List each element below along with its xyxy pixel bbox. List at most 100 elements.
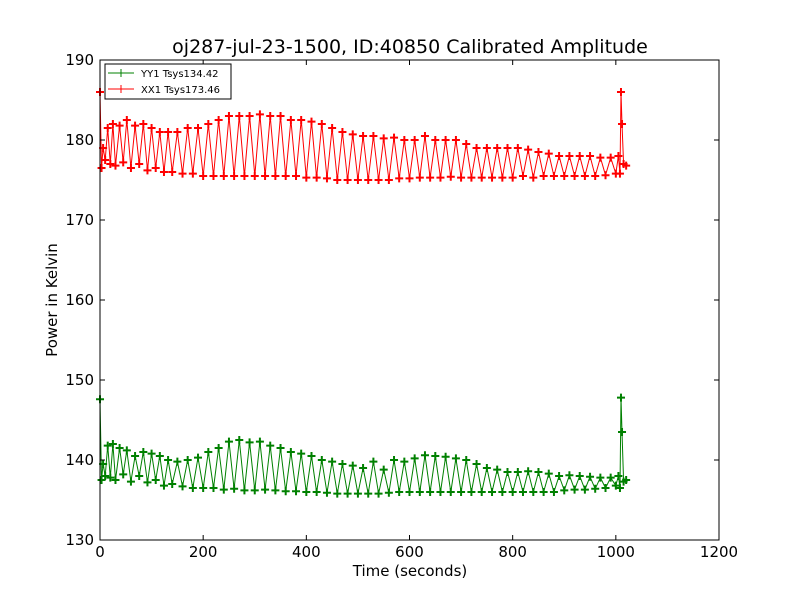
series-0-point-20 bbox=[164, 456, 173, 464]
series-0-point-42 bbox=[276, 444, 285, 452]
series-1-point-88 bbox=[513, 144, 522, 152]
legend-marker-0 bbox=[117, 69, 125, 77]
series-0-point-7 bbox=[111, 476, 120, 484]
series-1-point-44 bbox=[286, 116, 295, 124]
series-0-point-60 bbox=[369, 457, 378, 466]
series-1-point-32 bbox=[224, 112, 233, 120]
series-0-point-57 bbox=[353, 489, 362, 498]
series-1-point-81 bbox=[477, 173, 486, 182]
series-0-point-55 bbox=[343, 489, 352, 498]
series-1-point-62 bbox=[379, 134, 388, 143]
series-0-point-38 bbox=[255, 437, 264, 446]
series-1-point-28 bbox=[204, 120, 213, 128]
series-1-point-104 bbox=[596, 153, 605, 162]
series-1-point-8 bbox=[115, 121, 124, 130]
series-0-point-83 bbox=[488, 488, 497, 496]
chart-title: oj287-jul-23-1500, ID:40850 Calibrated A… bbox=[172, 36, 648, 58]
series-0-point-40 bbox=[266, 441, 275, 450]
series-0-point-36 bbox=[245, 438, 254, 447]
series-0-point-71 bbox=[426, 488, 435, 496]
series-0-point-86 bbox=[503, 468, 512, 476]
series-1-point-20 bbox=[164, 128, 173, 136]
series-1-point-71 bbox=[426, 173, 435, 182]
series-0-point-78 bbox=[462, 456, 471, 464]
series-0-point-10 bbox=[122, 446, 131, 455]
series-1-point-101 bbox=[580, 172, 589, 180]
series-1-point-27 bbox=[199, 172, 208, 180]
legend-marker-1 bbox=[117, 85, 125, 93]
series-0-point-105 bbox=[601, 484, 610, 492]
legend-entry-1: XX1 Tsys173.46 bbox=[108, 85, 220, 96]
series-0-point-111 bbox=[618, 428, 627, 436]
series-0-point-11 bbox=[126, 477, 135, 486]
series-0-point-63 bbox=[384, 488, 393, 497]
series-1-point-65 bbox=[395, 174, 404, 183]
series-0-point-67 bbox=[405, 488, 414, 496]
series-1-point-79 bbox=[467, 173, 476, 182]
series-0-point-26 bbox=[194, 453, 203, 462]
series-0-point-79 bbox=[467, 488, 476, 496]
series-1-point-90 bbox=[524, 145, 533, 154]
plot-area bbox=[100, 60, 719, 540]
series-0-point-44 bbox=[286, 448, 295, 456]
series-0-point-87 bbox=[508, 488, 517, 496]
series-0-point-31 bbox=[219, 485, 228, 494]
series-1-point-10 bbox=[122, 116, 131, 124]
series-1-point-17 bbox=[151, 164, 160, 172]
series-1-point-70 bbox=[420, 132, 429, 140]
series-1-point-45 bbox=[292, 172, 301, 180]
series-0-point-43 bbox=[281, 487, 290, 496]
series-1-point-30 bbox=[214, 116, 223, 124]
series-1-point-106 bbox=[606, 153, 615, 162]
series-0-point-12 bbox=[131, 452, 140, 460]
series-0-point-68 bbox=[410, 454, 419, 463]
y-tick-label-0: 130 bbox=[65, 531, 94, 549]
series-0-point-6 bbox=[108, 440, 117, 448]
series-0-point-88 bbox=[513, 468, 522, 476]
series-0-point-56 bbox=[348, 461, 357, 470]
series-0-point-48 bbox=[307, 452, 316, 460]
series-1-point-5 bbox=[106, 160, 115, 168]
series-1-point-103 bbox=[591, 172, 600, 180]
series-1-point-52 bbox=[328, 124, 337, 132]
series-0-point-106 bbox=[606, 473, 615, 482]
series-1-point-60 bbox=[369, 132, 378, 140]
series-1-point-91 bbox=[529, 173, 538, 182]
series-0-point-81 bbox=[477, 488, 486, 496]
series-1-point-35 bbox=[240, 172, 249, 180]
series-0-point-100 bbox=[575, 472, 584, 480]
series-0-point-76 bbox=[451, 454, 460, 463]
series-1-point-9 bbox=[119, 158, 128, 167]
series-1-point-22 bbox=[173, 128, 182, 136]
series-0-point-65 bbox=[395, 488, 404, 496]
series-1-point-18 bbox=[155, 128, 164, 136]
series-1 bbox=[96, 88, 631, 184]
y-tick-label-3: 160 bbox=[65, 291, 94, 309]
series-1-point-77 bbox=[457, 173, 466, 182]
y-tick-label-5: 180 bbox=[65, 131, 94, 149]
series-0-point-9 bbox=[119, 470, 128, 479]
series-1-point-100 bbox=[575, 152, 584, 160]
series-0-point-82 bbox=[482, 464, 491, 472]
legend-box bbox=[104, 63, 232, 100]
series-0-point-46 bbox=[297, 449, 306, 458]
series-1-point-85 bbox=[498, 173, 507, 182]
series-1-point-15 bbox=[143, 166, 152, 175]
x-tick-label-3: 600 bbox=[395, 543, 424, 561]
series-1-point-11 bbox=[126, 164, 135, 172]
series-1-point-33 bbox=[230, 172, 239, 180]
series-1-point-74 bbox=[441, 136, 450, 144]
series-0-point-47 bbox=[302, 488, 311, 496]
x-axis-label: Time (seconds) bbox=[352, 562, 468, 580]
series-0-point-18 bbox=[155, 452, 164, 460]
series-0-point-58 bbox=[359, 464, 368, 472]
series-1-point-98 bbox=[565, 152, 574, 160]
series-0-point-23 bbox=[178, 482, 187, 491]
series-0-point-19 bbox=[159, 481, 168, 490]
series-0-point-29 bbox=[209, 484, 218, 492]
series-1-point-92 bbox=[534, 148, 543, 156]
series-0-point-69 bbox=[415, 488, 424, 496]
series-1-point-86 bbox=[503, 144, 512, 152]
series-1-point-12 bbox=[131, 121, 140, 130]
series-0-point-13 bbox=[135, 472, 144, 480]
